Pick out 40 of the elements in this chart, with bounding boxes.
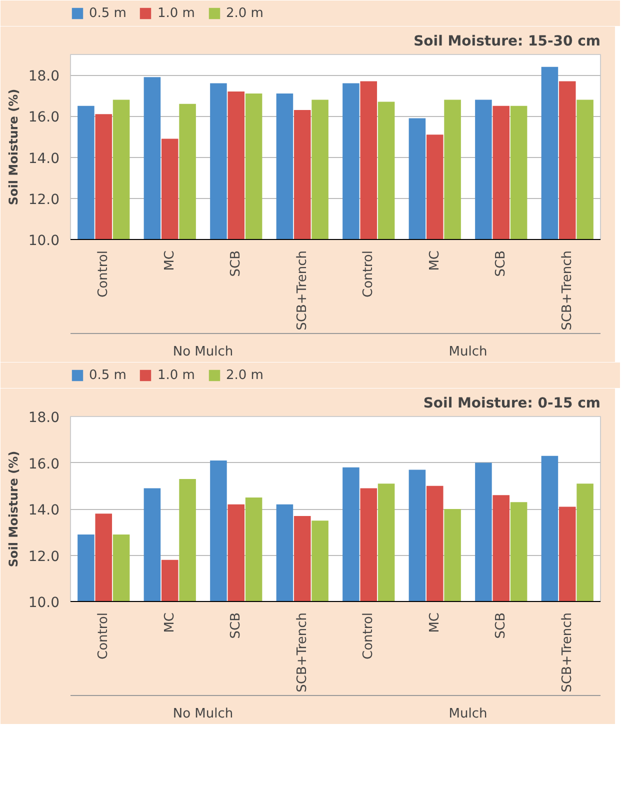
x-tick-label: Control [96,250,112,298]
legend-label: 1.0 m [157,367,195,383]
text: No Mulch [172,344,234,360]
y-tick-label: 16.0 [28,110,60,126]
x-tick-label: Control [96,612,112,660]
x-tick-label: SCB+Trench [560,612,575,692]
chart-title: Soil Moisture: 15-30 cm [414,34,600,50]
x-tick-label: SCB [228,612,244,639]
x-tick-label: MC [427,612,442,633]
x-tick-label: SCB+Trench [294,612,310,692]
legend-label: 2.0 m [226,367,264,383]
x-tick-label: SCB+Trench [294,250,310,330]
x-tick-label: Control [361,250,376,298]
x-tick-label: SCB [228,250,244,277]
y-axis-title: Soil Moisture (%) [6,450,20,568]
x-tick-label: SCB [494,612,509,639]
y-tick-label: 18.0 [28,68,60,85]
x-tick-label: MC [427,250,442,271]
chart-title: Soil Moisture: 0-15 cm [423,396,601,412]
x-tick-label: SCB [494,250,509,277]
y-tick-label: 10.0 [28,233,60,249]
y-tick-label: 12.0 [28,192,60,208]
y-tick-label: 14.0 [28,502,60,518]
legend-label: 2.0 m [226,5,264,21]
text: Mulch [448,706,488,722]
y-axis-title: Soil Moisture (%) [6,88,20,206]
y-tick-label: 18.0 [28,410,60,426]
text: No Mulch [172,706,234,722]
y-tick-label: 14.0 [28,150,60,167]
y-tick-label: 10.0 [28,595,60,611]
y-tick-label: 16.0 [28,456,60,472]
legend-label: 0.5 m [89,5,126,21]
legend-label: 1.0 m [157,5,195,21]
x-tick-label: MC [162,250,178,271]
x-tick-label: MC [162,612,178,633]
legend-label: 0.5 m [89,367,126,383]
x-tick-label: Control [361,612,376,660]
y-tick-label: 12.0 [28,548,60,565]
text: Mulch [448,344,488,360]
x-tick-label: SCB+Trench [560,250,575,330]
